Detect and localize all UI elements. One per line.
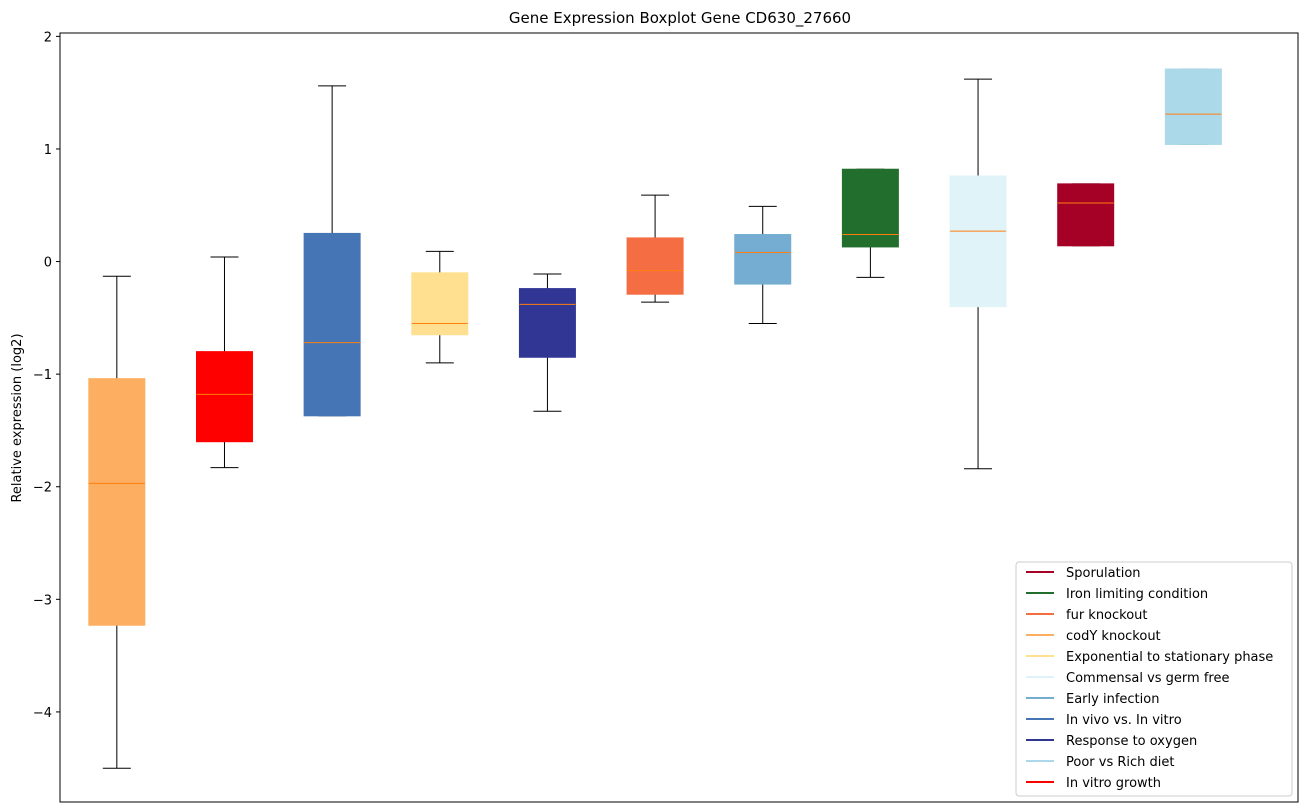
box-3: [303, 85, 361, 417]
y-tick-label: −4: [33, 706, 52, 721]
y-axis-label: Relative expression (log2): [10, 333, 25, 502]
plot-frame: [59, 32, 1299, 803]
box-11: [1164, 68, 1222, 145]
box-7: [734, 205, 792, 324]
y-tick-label: −3: [33, 593, 52, 608]
box-iqr: [949, 175, 1007, 308]
box-iqr: [734, 234, 792, 285]
box-iqr: [303, 232, 361, 417]
box-8: [841, 168, 899, 278]
chart-title: Gene Expression Boxplot Gene CD630_27660: [509, 9, 851, 28]
box-9: [949, 78, 1007, 470]
y-tick-label: 2: [44, 30, 52, 45]
legend-label: fur knockout: [1066, 608, 1148, 623]
legend-label: Commensal vs germ free: [1066, 671, 1229, 686]
legend: Sporulation Iron limiting condition fur kn…: [1015, 561, 1293, 797]
legend-label: codY knockout: [1066, 629, 1161, 644]
box-6: [626, 194, 684, 303]
legend-frame: [1015, 561, 1293, 797]
y-tick-label: 0: [44, 256, 52, 271]
y-tick-label: 1: [44, 143, 52, 158]
box-4: [411, 250, 469, 364]
y-axis: 2 1 0 −1 −2 −3 −4: [33, 30, 60, 721]
box-iqr: [1057, 183, 1115, 247]
box-iqr: [518, 288, 576, 358]
box-1: [88, 275, 146, 769]
box-iqr: [1164, 68, 1222, 145]
boxes-group: [88, 68, 1222, 769]
legend-label: Exponential to stationary phase: [1066, 650, 1273, 665]
legend-label: Response to oxygen: [1066, 734, 1197, 749]
legend-label: In vivo vs. In vitro: [1066, 713, 1182, 728]
box-5: [518, 273, 576, 412]
box-iqr: [88, 378, 146, 626]
box-iqr: [411, 272, 469, 336]
box-2: [195, 256, 253, 469]
legend-label: Poor vs Rich diet: [1066, 755, 1174, 770]
legend-label: In vitro growth: [1066, 776, 1161, 791]
legend-label: Sporulation: [1066, 566, 1141, 581]
box-10: [1057, 183, 1115, 247]
y-tick-label: −2: [33, 481, 52, 496]
box-iqr: [626, 237, 684, 295]
legend-label: Iron limiting condition: [1066, 587, 1208, 602]
y-tick-label: −1: [33, 368, 52, 383]
legend-label: Early infection: [1066, 692, 1159, 707]
box-iqr: [195, 351, 253, 443]
box-iqr: [841, 168, 899, 248]
